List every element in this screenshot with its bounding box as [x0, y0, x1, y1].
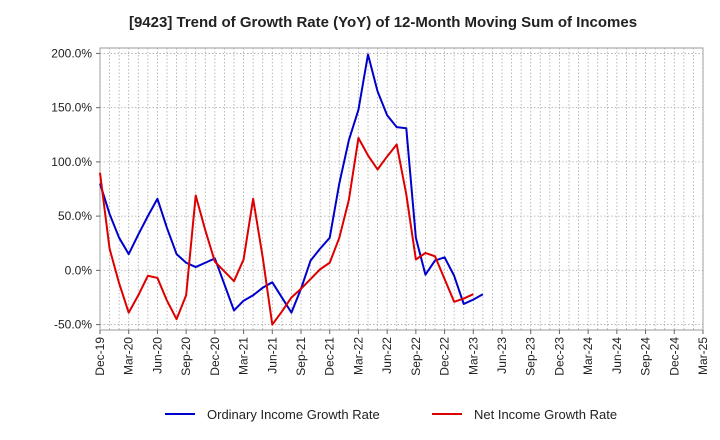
x-tick-label: Dec-19: [93, 337, 107, 376]
x-tick-label: Sep-24: [639, 337, 653, 376]
x-tick-label: Jun-23: [495, 337, 509, 374]
chart-title: [9423] Trend of Growth Rate (YoY) of 12-…: [129, 14, 637, 31]
x-axis: Dec-19 Mar-20 Jun-20 Sep-20 Dec-20 Mar-21 Jun-…: [93, 330, 710, 376]
y-tick-label: 200.0%: [51, 46, 92, 60]
x-tick-label: Mar-20: [122, 337, 136, 375]
x-tick-label: Mar-22: [351, 337, 365, 375]
legend-label-2: Net Income Growth Rate: [474, 407, 617, 422]
x-tick-label: Jun-22: [380, 337, 394, 374]
x-tick-label: Jun-24: [610, 337, 624, 374]
x-tick-label: Sep-21: [294, 337, 308, 376]
x-tick-label: Dec-20: [208, 337, 222, 376]
y-tick-label: 150.0%: [51, 101, 92, 115]
x-tick-label: Sep-22: [409, 337, 423, 376]
x-tick-label: Dec-24: [667, 337, 681, 376]
x-tick-label: Jun-20: [150, 337, 164, 374]
series-line-2: [99, 137, 474, 326]
x-tick-label: Mar-24: [581, 337, 595, 375]
plot-area: [99, 47, 704, 331]
legend: Ordinary Income Growth Rate Net Income Gr…: [165, 407, 617, 422]
series-line-1: [99, 53, 484, 314]
plot-border: [99, 47, 704, 331]
x-tick-label: Mar-23: [466, 337, 480, 375]
y-tick-label: -50.0%: [54, 318, 92, 332]
x-tick-label: Dec-21: [323, 337, 337, 376]
x-tick-label: Sep-20: [179, 337, 193, 376]
x-tick-label: Dec-23: [552, 337, 566, 376]
legend-label-1: Ordinary Income Growth Rate: [207, 407, 380, 422]
y-axis: 200.0% 150.0% 100.0% 50.0% 0.0% -50.0%: [51, 46, 100, 332]
y-tick-label: 100.0%: [51, 155, 92, 169]
x-tick-label: Sep-23: [524, 337, 538, 376]
x-tick-label: Dec-22: [438, 337, 452, 376]
x-tick-label: Mar-21: [237, 337, 251, 375]
y-tick-label: 0.0%: [65, 263, 93, 277]
series-layer: [99, 53, 484, 326]
x-tick-label: Jun-21: [265, 337, 279, 374]
x-tick-label: Mar-25: [696, 337, 710, 375]
y-tick-label: 50.0%: [58, 209, 92, 223]
